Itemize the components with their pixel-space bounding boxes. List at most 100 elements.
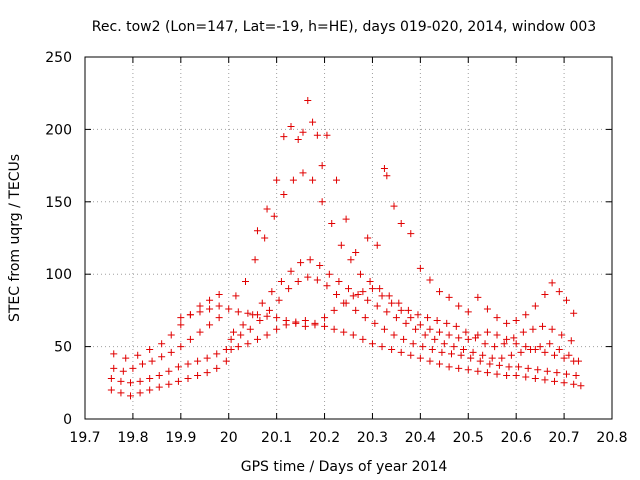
data-point <box>354 290 362 298</box>
data-point <box>462 328 470 336</box>
data-point <box>570 357 578 365</box>
data-point <box>464 366 472 374</box>
data-point <box>270 212 278 220</box>
data-point <box>311 321 319 329</box>
data-point <box>503 319 511 327</box>
data-point <box>474 293 482 301</box>
data-point <box>436 328 444 336</box>
data-point <box>297 259 305 267</box>
data-point <box>390 202 398 210</box>
data-point <box>426 276 434 284</box>
data-point <box>534 366 542 374</box>
x-tick-label: 20.3 <box>357 430 388 446</box>
data-point <box>107 386 115 394</box>
data-point <box>177 314 185 322</box>
data-point <box>522 311 530 319</box>
data-point <box>246 325 254 333</box>
data-point <box>359 335 367 343</box>
data-point <box>277 277 285 285</box>
data-point <box>428 345 436 353</box>
series-ssd3 <box>110 314 223 375</box>
data-point <box>129 364 137 372</box>
data-point <box>548 325 556 333</box>
data-point <box>380 325 388 333</box>
data-point <box>445 331 453 339</box>
data-point <box>292 319 300 327</box>
data-point <box>421 331 429 339</box>
data-point <box>562 370 570 378</box>
data-point <box>390 331 398 339</box>
data-point <box>107 374 115 382</box>
data-point <box>194 357 202 365</box>
data-point <box>457 351 465 359</box>
data-point <box>335 277 343 285</box>
series-ssd10 <box>177 285 578 365</box>
x-tick-label: 20.5 <box>453 430 484 446</box>
data-point <box>388 345 396 353</box>
data-point <box>206 321 214 329</box>
data-point <box>146 386 154 394</box>
data-point <box>483 328 491 336</box>
data-point <box>522 343 530 351</box>
data-point <box>174 377 182 385</box>
series-ssd2 <box>107 345 230 387</box>
data-point <box>371 319 379 327</box>
data-point <box>498 354 506 362</box>
data-point <box>136 377 144 385</box>
data-point <box>519 328 527 336</box>
data-point <box>507 351 515 359</box>
data-point <box>282 317 290 325</box>
data-point <box>196 308 204 316</box>
data-point <box>548 279 556 287</box>
data-point <box>273 314 281 322</box>
data-point <box>349 292 357 300</box>
data-point <box>407 351 415 359</box>
data-point <box>455 364 463 372</box>
data-point <box>225 305 233 313</box>
data-point <box>359 288 367 296</box>
data-point <box>414 311 422 319</box>
data-point <box>531 302 539 310</box>
data-point <box>522 373 530 381</box>
data-point <box>287 267 295 275</box>
data-point <box>395 299 403 307</box>
data-point <box>330 325 338 333</box>
data-point <box>155 383 163 391</box>
data-point <box>356 270 364 278</box>
data-point <box>313 131 321 139</box>
x-tick-label: 20.2 <box>309 430 340 446</box>
data-point <box>237 331 245 339</box>
data-point <box>174 363 182 371</box>
y-tick-label: 150 <box>45 195 72 211</box>
data-point <box>376 285 384 293</box>
data-point <box>167 331 175 339</box>
data-point <box>483 369 491 377</box>
data-point <box>340 328 348 336</box>
data-point <box>397 306 405 314</box>
data-point <box>294 277 302 285</box>
data-point <box>577 382 585 390</box>
data-point <box>493 314 501 322</box>
data-point <box>570 309 578 317</box>
data-point <box>416 354 424 362</box>
data-point <box>476 357 484 365</box>
data-point <box>127 379 135 387</box>
data-point <box>316 262 324 270</box>
data-point <box>426 325 434 333</box>
data-point <box>203 369 211 377</box>
data-point <box>503 372 511 380</box>
data-point <box>448 350 456 358</box>
data-point <box>361 314 369 322</box>
data-point <box>416 321 424 329</box>
data-point <box>194 372 202 380</box>
data-point <box>342 215 350 223</box>
data-point <box>232 292 240 300</box>
data-point <box>445 293 453 301</box>
data-point <box>402 319 410 327</box>
data-point <box>368 285 376 293</box>
data-point <box>380 164 388 172</box>
data-point <box>347 256 355 264</box>
data-point <box>313 276 321 284</box>
data-point <box>299 128 307 136</box>
y-tick-label: 200 <box>45 122 72 138</box>
